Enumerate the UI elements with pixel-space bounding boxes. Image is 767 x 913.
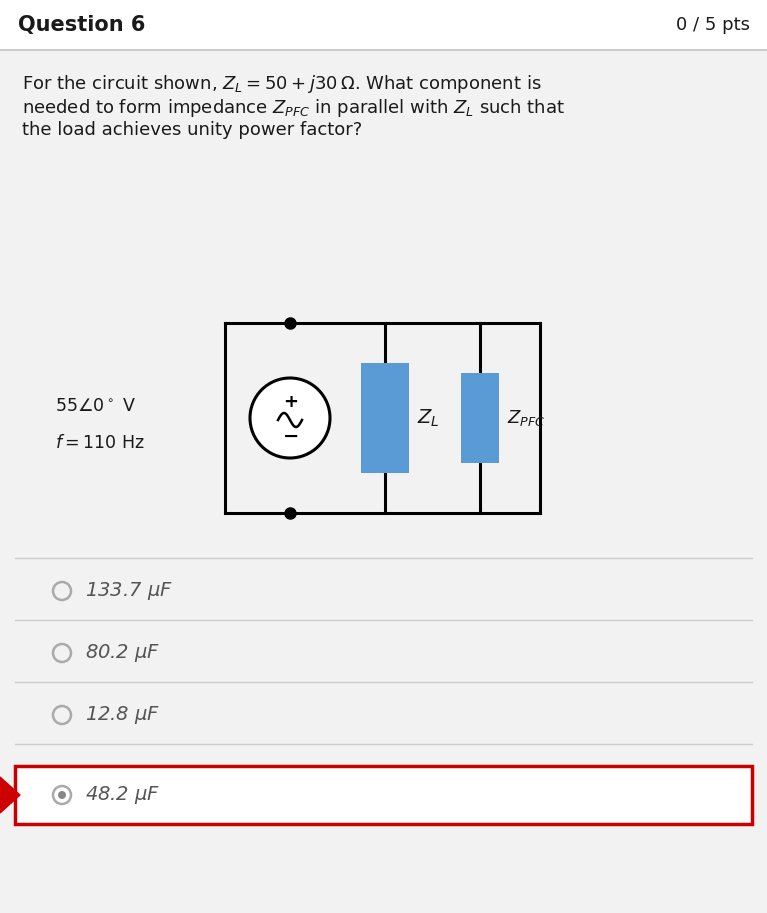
Text: For the circuit shown, $Z_L = 50 + j30\,\Omega$. What component is: For the circuit shown, $Z_L = 50 + j30\,… <box>22 73 542 95</box>
Text: 48.2 $\mu F$: 48.2 $\mu F$ <box>85 784 160 806</box>
Text: $f = 110$ Hz: $f = 110$ Hz <box>55 434 144 452</box>
Text: Question 6: Question 6 <box>18 15 146 35</box>
Text: $Z_{PFC}$: $Z_{PFC}$ <box>507 408 545 428</box>
Bar <box>361 363 409 473</box>
Text: 12.8 $\mu F$: 12.8 $\mu F$ <box>85 704 160 726</box>
Text: $55\angle0^\circ$ V: $55\angle0^\circ$ V <box>55 397 136 415</box>
Text: −: − <box>283 426 299 446</box>
Bar <box>15 766 752 824</box>
Circle shape <box>58 791 66 799</box>
Text: 0 / 5 pts: 0 / 5 pts <box>676 16 750 34</box>
Text: 133.7 $\mu F$: 133.7 $\mu F$ <box>85 580 173 602</box>
Bar <box>0 0 767 50</box>
Bar <box>461 373 499 463</box>
Text: 80.2 $\mu F$: 80.2 $\mu F$ <box>85 642 160 664</box>
Circle shape <box>250 378 330 458</box>
Text: $Z_L$: $Z_L$ <box>417 407 439 428</box>
Text: +: + <box>284 393 298 411</box>
Text: needed to form impedance $Z_{PFC}$ in parallel with $Z_L$ such that: needed to form impedance $Z_{PFC}$ in pa… <box>22 97 565 119</box>
Polygon shape <box>0 777 20 813</box>
Text: the load achieves unity power factor?: the load achieves unity power factor? <box>22 121 362 139</box>
